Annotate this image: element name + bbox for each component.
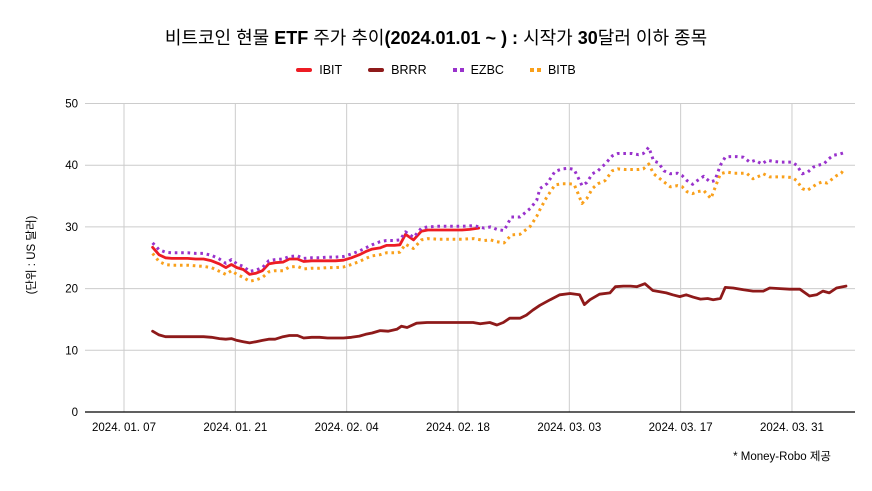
x-tick-label: 2024. 03. 17	[649, 422, 713, 434]
y-axis-title: (단위 : US 달러)	[26, 215, 38, 295]
legend-marker-ezbc	[452, 68, 464, 72]
legend-label: BRRR	[391, 63, 427, 77]
legend-label: BITB	[547, 63, 576, 77]
title-segment: ETF	[274, 28, 309, 48]
x-tick-label: 2024. 03. 31	[760, 422, 824, 434]
title-segment: 시작가	[523, 28, 578, 48]
legend: IBIT BRRR EZBC BITB	[0, 63, 872, 77]
title-segment: (2024.01.01 ~ ) :	[384, 28, 524, 48]
series-line-bitb	[151, 162, 845, 283]
legend-label: IBIT	[319, 63, 343, 77]
y-tick-label: 50	[65, 99, 78, 111]
y-tick-label: 40	[65, 160, 78, 172]
x-tick-label: 2024. 01. 07	[92, 422, 156, 434]
title-segment: 비트코인 현물	[164, 28, 275, 48]
legend-label: EZBC	[470, 63, 504, 77]
x-tick-label: 2024. 02. 18	[426, 422, 490, 434]
legend-item-brrr: BRRR	[368, 63, 427, 77]
x-tick-label: 2024. 01. 21	[203, 422, 267, 434]
title-segment: 30	[577, 28, 598, 48]
title-segment: 달러 이하 종목	[597, 28, 708, 48]
series-line-brrr	[151, 282, 848, 345]
y-tick-label: 30	[65, 222, 78, 234]
y-tick-label: 0	[72, 407, 78, 419]
series-line-ezbc	[151, 145, 845, 273]
legend-marker-bitb	[529, 68, 541, 72]
series-line-ibit	[151, 226, 481, 276]
chart-title: 비트코인 현물 ETF 주가 추이(2024.01.01 ~ ) : 시작가 3…	[0, 24, 872, 50]
y-tick-label: 20	[65, 284, 78, 296]
title-segment: 주가 추이	[308, 28, 385, 48]
y-tick-label: 10	[65, 345, 78, 357]
legend-item-ezbc: EZBC	[452, 63, 504, 77]
legend-marker-brrr	[368, 68, 385, 72]
legend-item-bitb: BITB	[529, 63, 576, 77]
x-tick-label: 2024. 02. 04	[315, 422, 380, 434]
legend-marker-ibit	[296, 68, 313, 72]
legend-item-ibit: IBIT	[296, 63, 342, 77]
source-credit: * Money-Robo 제공	[733, 451, 831, 463]
x-tick-label: 2024. 03. 03	[537, 422, 601, 434]
